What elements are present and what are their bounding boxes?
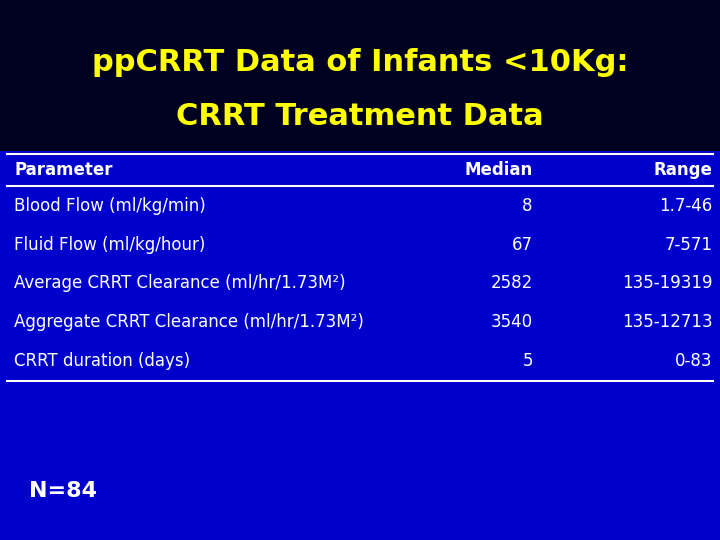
Text: 1.7-46: 1.7-46 xyxy=(660,197,713,215)
Text: 2582: 2582 xyxy=(490,274,533,293)
Text: ppCRRT Data of Infants <10Kg:: ppCRRT Data of Infants <10Kg: xyxy=(91,48,629,77)
Text: Range: Range xyxy=(654,161,713,179)
Text: 135-19319: 135-19319 xyxy=(622,274,713,293)
Text: 3540: 3540 xyxy=(490,313,533,332)
Text: Blood Flow (ml/kg/min): Blood Flow (ml/kg/min) xyxy=(14,197,206,215)
Text: 7-571: 7-571 xyxy=(665,235,713,254)
Text: 5: 5 xyxy=(522,352,533,370)
FancyBboxPatch shape xyxy=(0,0,720,151)
Text: Aggregate CRRT Clearance (ml/hr/1.73M²): Aggregate CRRT Clearance (ml/hr/1.73M²) xyxy=(14,313,364,332)
Text: N=84: N=84 xyxy=(29,481,96,502)
Text: 8: 8 xyxy=(522,197,533,215)
Text: CRRT Treatment Data: CRRT Treatment Data xyxy=(176,102,544,131)
Text: 135-12713: 135-12713 xyxy=(622,313,713,332)
Text: 0-83: 0-83 xyxy=(675,352,713,370)
Text: Median: Median xyxy=(464,161,533,179)
Text: Average CRRT Clearance (ml/hr/1.73M²): Average CRRT Clearance (ml/hr/1.73M²) xyxy=(14,274,346,293)
Text: 67: 67 xyxy=(512,235,533,254)
Text: Fluid Flow (ml/kg/hour): Fluid Flow (ml/kg/hour) xyxy=(14,235,206,254)
Text: CRRT duration (days): CRRT duration (days) xyxy=(14,352,191,370)
Text: Parameter: Parameter xyxy=(14,161,113,179)
